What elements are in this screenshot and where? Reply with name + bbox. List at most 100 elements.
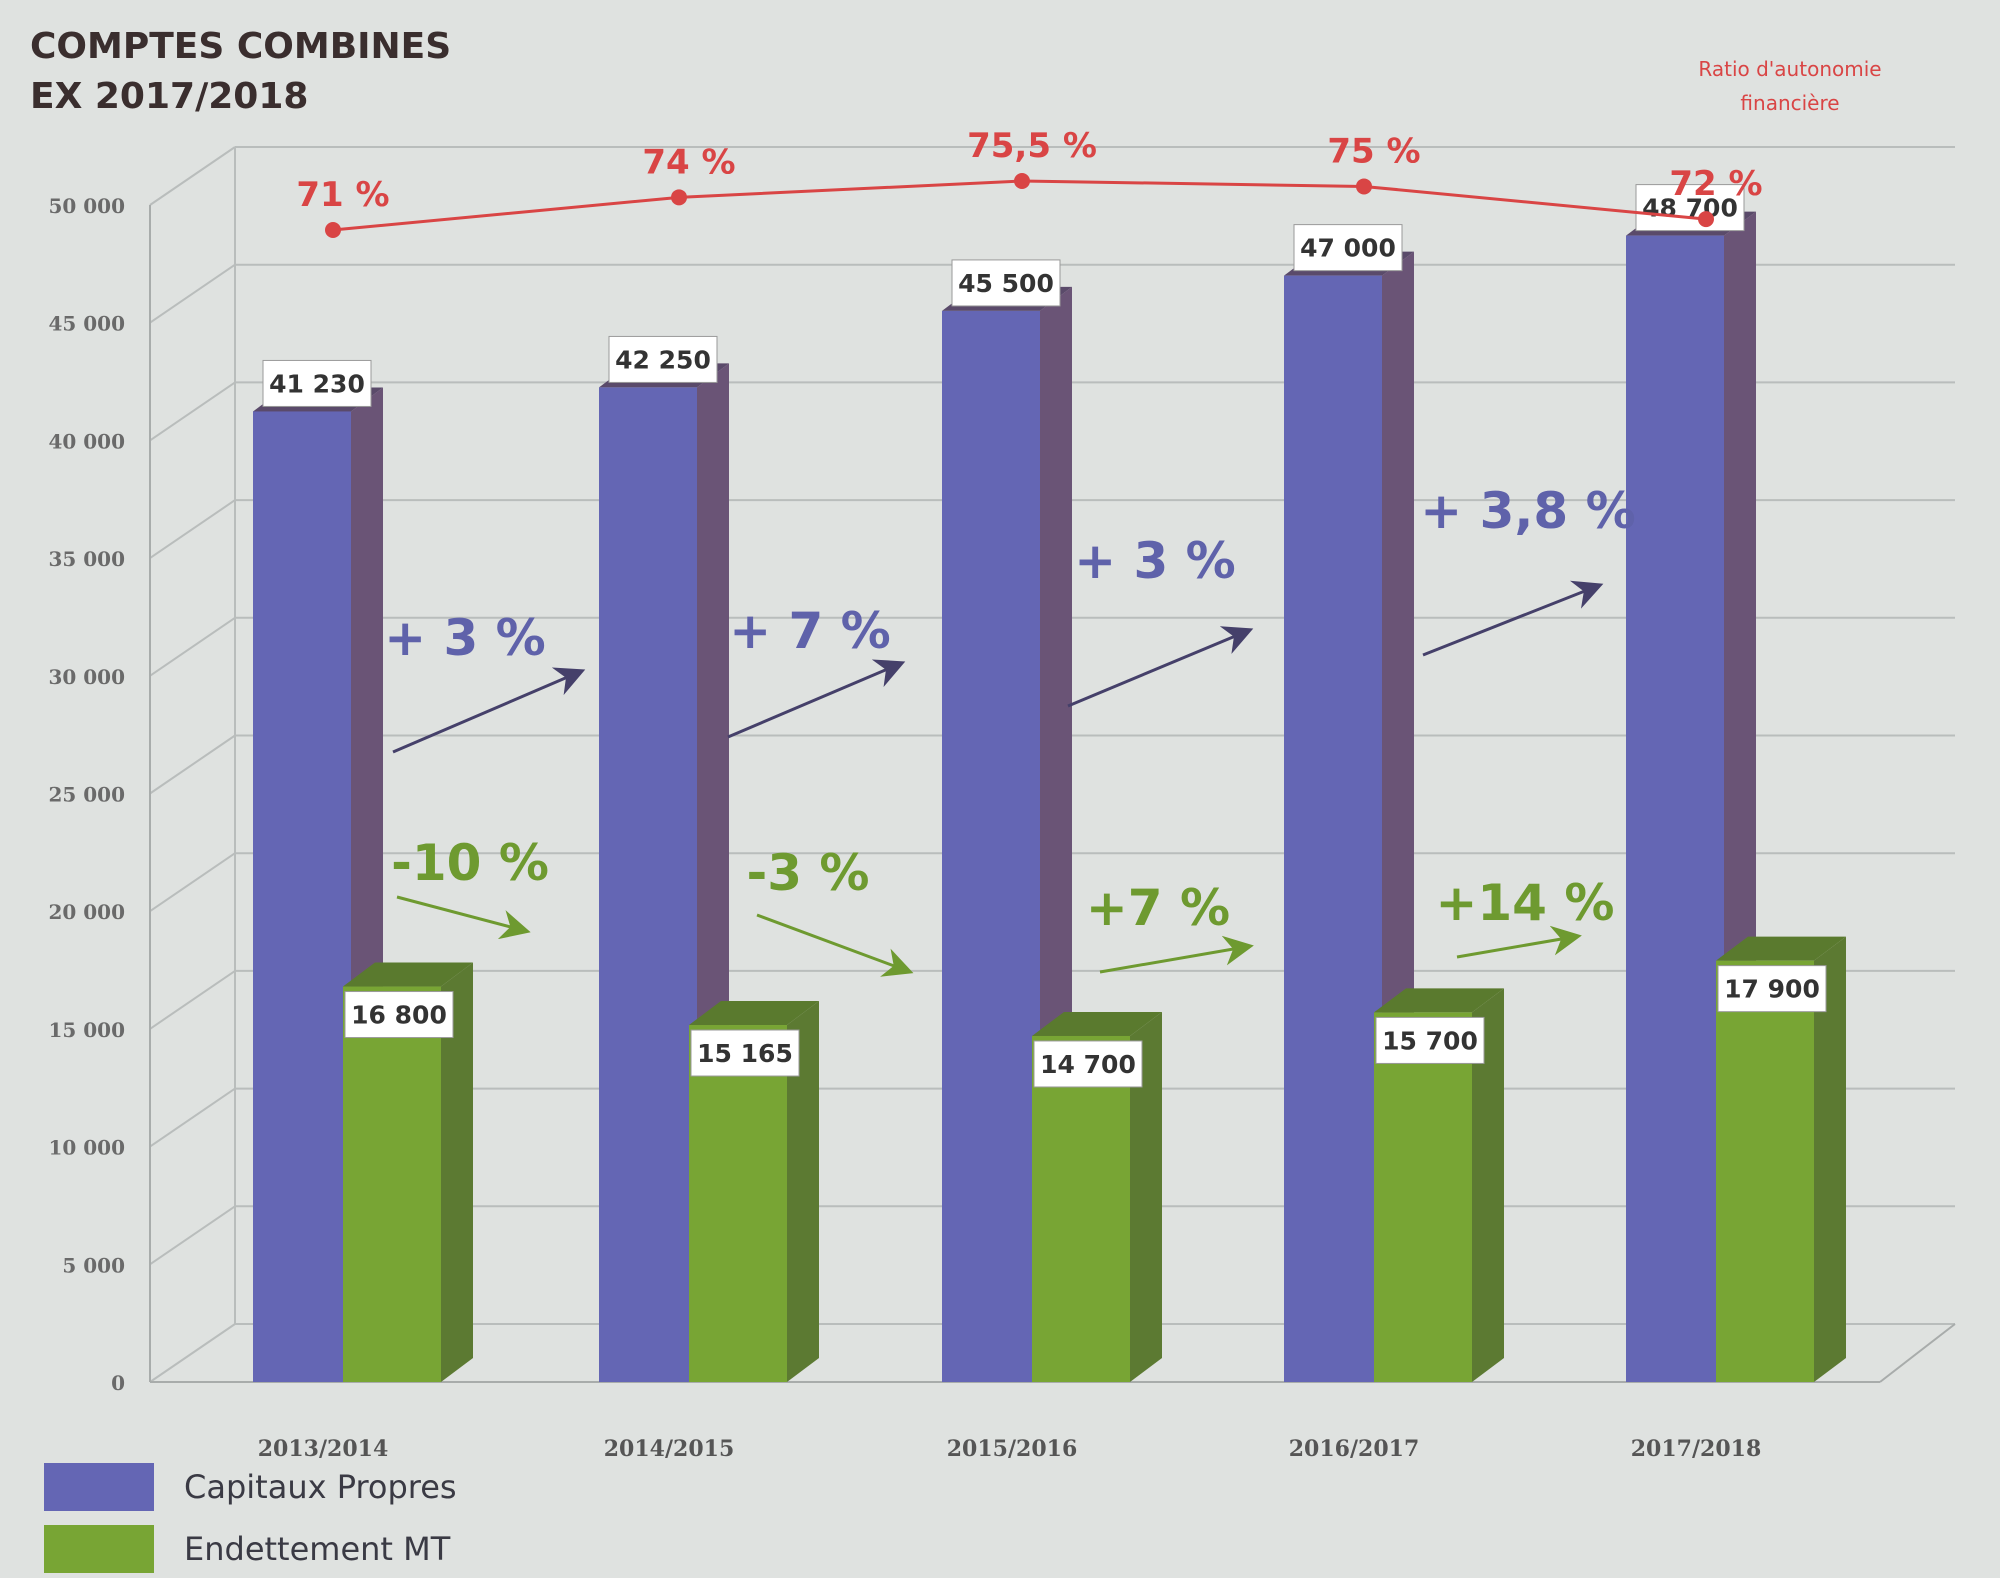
x-tick-label: 2015/2016 [947,1436,1078,1462]
y-tick-label: 45 000 [48,312,125,336]
ratio-label: 75 % [1327,131,1420,171]
data-label-capitaux: 41 230 [269,369,365,398]
growth-label-endettement: +7 % [1086,879,1230,937]
ratio-legend-line-1: Ratio d'autonomie [1698,57,1882,81]
growth-arrow-capitaux [1067,626,1254,708]
bar-endettement [1032,1035,1130,1382]
data-label-endettement: 14 700 [1040,1050,1136,1079]
legend-label-endettement: Endettement MT [184,1530,451,1568]
bar-capitaux [599,387,697,1382]
data-label-endettement: 15 165 [697,1039,793,1068]
gridline-depth [149,381,236,442]
data-label-capitaux: 47 000 [1300,234,1396,263]
growth-arrow-capitaux [727,659,906,739]
x-tick-label: 2017/2018 [1631,1436,1762,1462]
data-label-capitaux: 42 250 [615,345,711,374]
y-tick-label: 0 [111,1371,125,1395]
x-tick-label: 2014/2015 [604,1436,735,1462]
bar-endettement-side [1814,936,1846,1382]
data-label-endettement-box [1375,1016,1485,1064]
gridline-depth [149,852,236,913]
x-tick-label: 2016/2017 [1289,1436,1420,1462]
gridline-depth [149,1323,236,1383]
data-label-endettement: 17 900 [1724,975,1820,1004]
growth-label-capitaux: + 3 % [1074,532,1236,590]
y-tick-label: 20 000 [48,900,125,924]
growth-label-capitaux: + 3,8 % [1420,482,1635,540]
bar-endettement-top [343,962,473,987]
growth-label-endettement: -10 % [391,834,549,892]
ratio-point [1014,173,1030,189]
ratio-label: 74 % [642,142,735,182]
y-tick-label: 50 000 [48,194,125,218]
y-tick-label: 40 000 [48,429,125,453]
growth-label-endettement: -3 % [746,844,869,902]
gridline-depth [149,1087,236,1148]
bar-endettement-top [1374,988,1504,1013]
growth-label-endettement: +14 % [1436,874,1615,932]
ratio-point [671,189,687,206]
bar-endettement-side [441,962,473,1382]
data-label-endettement: 16 800 [351,1001,447,1030]
legend-swatch-endettement [44,1525,154,1573]
bar-endettement [689,1025,787,1382]
y-tick-label: 5 000 [62,1253,125,1277]
ratio-point [1698,211,1714,228]
growth-arrow-endettement [396,895,531,940]
growth-arrow-endettement [1099,935,1254,974]
ratio-label: 72 % [1669,164,1762,204]
gridline-depth [149,616,236,677]
growth-arrow-endettement [1456,925,1582,959]
bar-endettement-top [1716,936,1846,961]
x-axis-depth [1879,1323,1956,1383]
ratio-label: 71 % [296,175,389,215]
data-label-capitaux-box [608,335,718,383]
bar-capitaux [942,310,1040,1383]
data-label-endettement: 15 700 [1382,1026,1478,1055]
bar-endettement-side [1472,988,1504,1382]
y-tick-label: 35 000 [48,547,125,571]
data-label-capitaux-box [1293,224,1403,272]
bar-endettement-top [1032,1011,1162,1036]
bar-endettement [1716,960,1814,1382]
legend-swatch-capitaux [44,1463,154,1511]
bar-endettement-side [787,1001,819,1382]
gridline-depth [149,734,236,795]
gridline-depth [149,1205,236,1266]
data-label-capitaux-box [951,259,1061,307]
ratio-point [1356,178,1372,195]
growth-arrow-capitaux [392,667,586,754]
gridline-depth [149,263,236,324]
legend-label-capitaux: Capitaux Propres [184,1468,457,1506]
ratio-legend-label: Ratio d'autonomie financière [1660,52,1920,120]
chart-title-line-1: COMPTES COMBINES [30,26,452,67]
ratio-point [325,222,341,238]
x-tick-label: 2013/2014 [258,1436,389,1462]
bar-endettement-top [689,1001,819,1026]
y-tick-label: 30 000 [48,665,125,689]
growth-label-capitaux: + 3 % [384,609,546,667]
bar-endettement [1374,1012,1472,1382]
y-tick-label: 15 000 [48,1018,125,1042]
y-tick-label: 10 000 [48,1136,125,1160]
data-label-endettement-box [1033,1040,1143,1088]
ratio-label: 75,5 % [967,126,1097,166]
data-label-endettement-box [1717,965,1827,1013]
bar-capitaux [253,411,351,1382]
bar-endettement-side [1130,1011,1162,1382]
data-label-capitaux: 45 500 [958,269,1054,298]
ratio-legend-line-2: financière [1740,91,1840,115]
data-label-endettement-box [344,991,454,1039]
growth-label-capitaux: + 7 % [729,602,891,660]
y-tick-label: 25 000 [48,783,125,807]
data-label-capitaux-box [262,359,372,407]
gridline-depth [149,146,236,206]
chart-title-line-2: EX 2017/2018 [30,76,309,117]
bar-endettement [343,986,441,1382]
data-label-endettement-box [690,1029,800,1077]
legend-item-capitaux: Capitaux Propres [44,1462,457,1512]
gridline-depth [149,499,236,559]
gridline-depth [149,970,236,1030]
